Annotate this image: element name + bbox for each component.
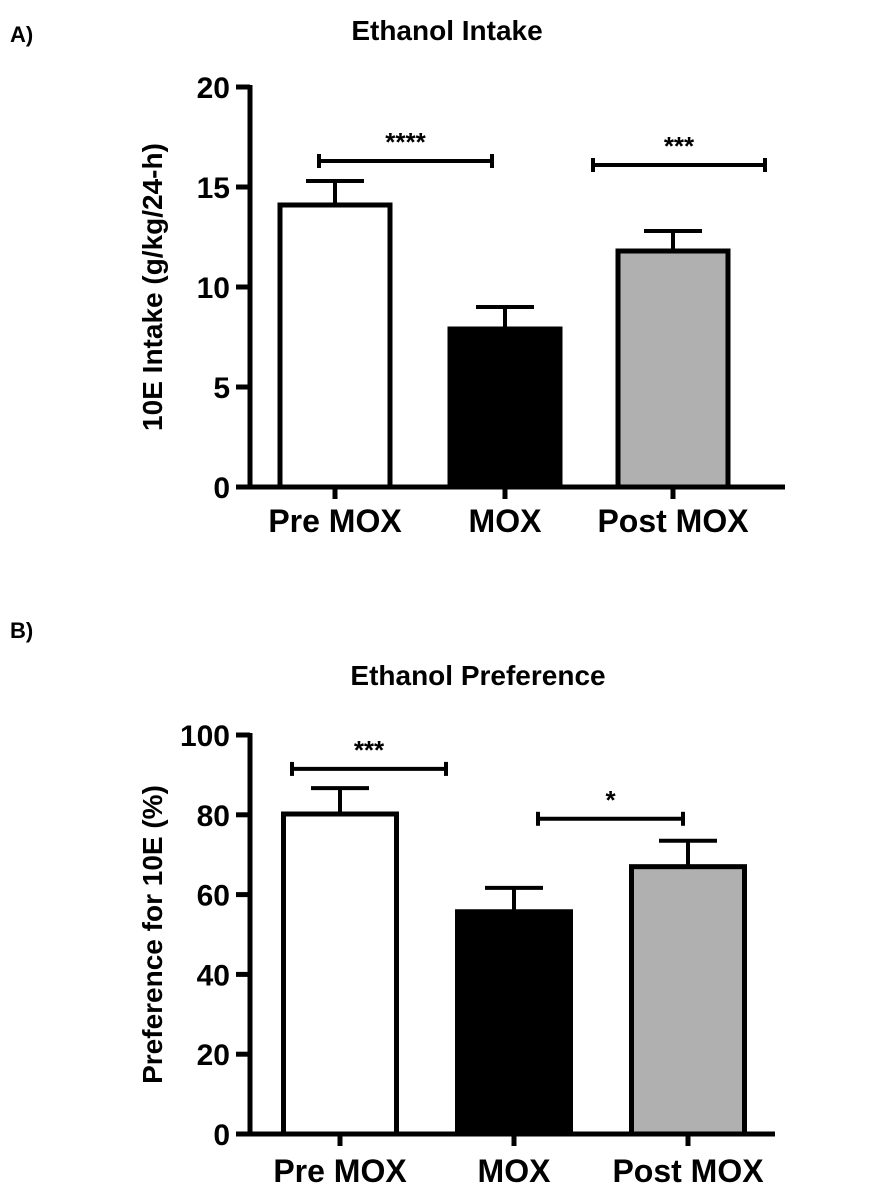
chart-title: Ethanol Preference (350, 660, 605, 691)
y-tick-label: 5 (213, 372, 230, 405)
y-tick-label: 60 (197, 880, 230, 913)
y-tick-label: 20 (197, 1039, 230, 1072)
bar-pre-mox (277, 202, 393, 490)
bar-mox (455, 909, 573, 1137)
chart-ethanol-preference: Ethanol Preference Preference for 10E (%)… (137, 660, 775, 1189)
y-tick-label: 100 (180, 720, 230, 753)
x-tick-label: Post MOX (597, 503, 749, 539)
y-tick-label: 15 (197, 172, 230, 205)
y-axis-label: 10E Intake (g/kg/24-h) (137, 143, 168, 431)
y-tick-label: 20 (197, 72, 230, 105)
significance-label: *** (664, 131, 695, 161)
bar-pre-mox (281, 811, 399, 1137)
x-tick-label: Pre MOX (273, 1153, 407, 1189)
panel-label-a: A) (10, 22, 34, 47)
significance-label: **** (385, 127, 426, 157)
significance-label: * (605, 785, 616, 815)
bar-post-mox (629, 864, 747, 1137)
y-tick-label: 10 (197, 272, 230, 305)
x-tick-label: MOX (469, 503, 543, 539)
y-tick-label: 80 (197, 800, 230, 833)
bar-mox (447, 326, 563, 490)
x-tick-label: Pre MOX (268, 503, 402, 539)
x-tick-label: MOX (478, 1153, 552, 1189)
chart-ethanol-intake: Ethanol Intake 10E Intake (g/kg/24-h) 0 5 10… (137, 15, 785, 539)
panel-label-b: B) (10, 618, 34, 643)
x-tick-label: Post MOX (612, 1153, 764, 1189)
y-tick-label: 40 (197, 959, 230, 992)
y-tick-label: 0 (213, 1119, 230, 1152)
chart-title: Ethanol Intake (351, 15, 542, 46)
y-axis-label: Preference for 10E (%) (137, 785, 168, 1084)
significance-label: *** (354, 735, 385, 765)
bar-post-mox (615, 248, 731, 490)
y-tick-label: 0 (213, 472, 230, 505)
